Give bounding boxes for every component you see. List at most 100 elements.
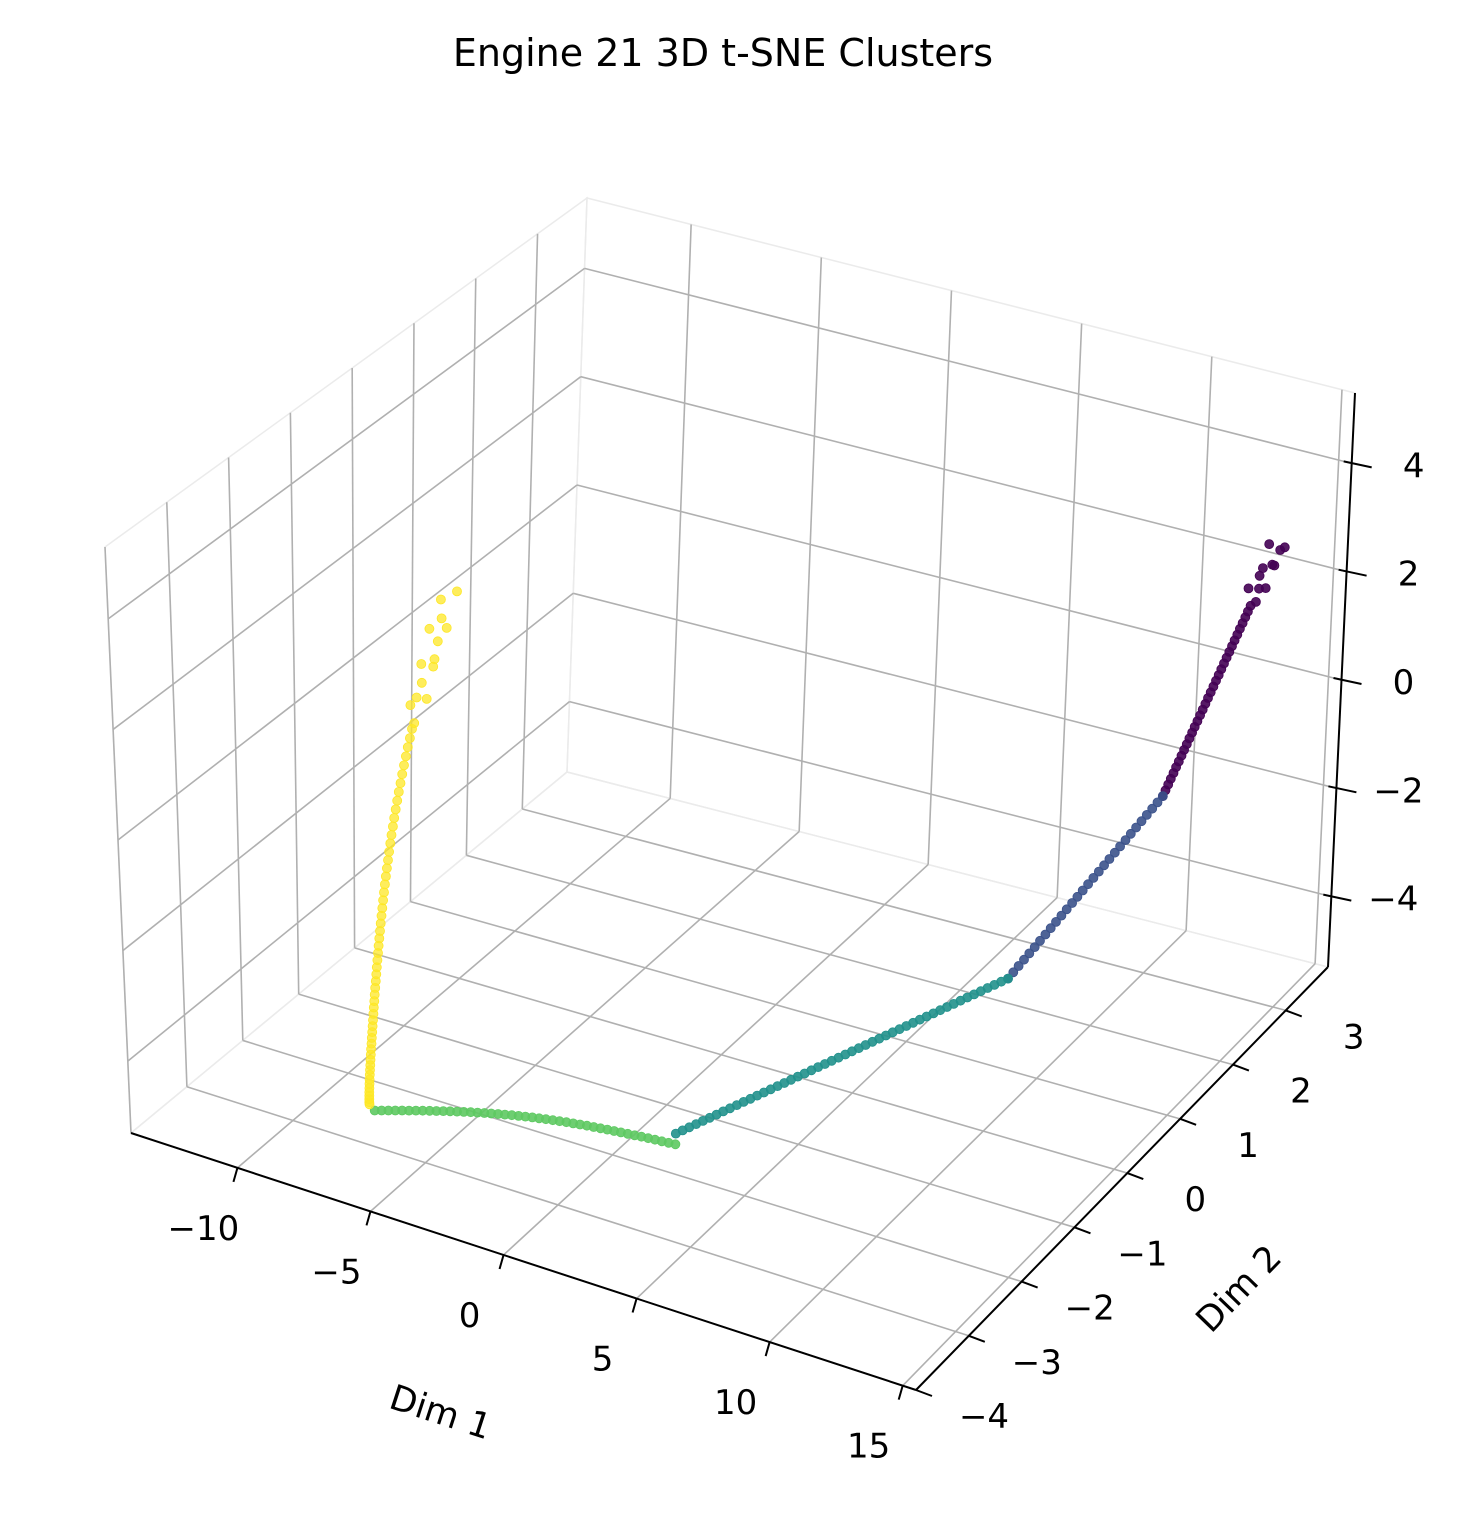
- x-grid-floor: [503, 863, 929, 1256]
- data-point: [435, 594, 446, 605]
- z-tick: [1338, 568, 1367, 577]
- z-tick-label: 4: [1403, 446, 1425, 486]
- data-point: [1056, 910, 1067, 921]
- y-tick-label: −3: [1012, 1343, 1062, 1383]
- x-tick: [232, 1167, 239, 1183]
- data-point: [1109, 847, 1120, 858]
- scatter-points: [364, 539, 1290, 1150]
- z-grid-back: [580, 375, 1347, 573]
- data-point: [416, 659, 427, 669]
- data-point: [379, 879, 390, 890]
- x-tick: [764, 1341, 771, 1357]
- z-grid-left: [112, 376, 582, 731]
- data-point: [385, 838, 396, 849]
- x-tick-label: 5: [592, 1340, 614, 1380]
- data-point: [381, 863, 392, 874]
- data-point: [1254, 583, 1264, 594]
- data-point: [387, 821, 398, 832]
- x-grid-floor: [902, 963, 1316, 1387]
- y-tick: [1021, 1280, 1038, 1289]
- grid-lines: [104, 224, 1352, 1391]
- data-point: [421, 694, 432, 704]
- y-grid-floor: [242, 1039, 1022, 1283]
- data-point: [392, 795, 403, 806]
- y-axis-line: [915, 966, 1329, 1391]
- y-grid-floor: [466, 854, 1234, 1066]
- data-point: [1035, 935, 1045, 946]
- data-point: [405, 700, 416, 710]
- y-axis-label: Dim 2: [1189, 1238, 1290, 1341]
- z-tick: [1328, 785, 1357, 794]
- y-tick-label: 0: [1184, 1180, 1206, 1220]
- x-tick-label: 10: [714, 1383, 757, 1423]
- axes: [130, 392, 1356, 1391]
- data-point: [399, 760, 409, 771]
- data-point: [397, 769, 408, 780]
- data-point: [1267, 559, 1278, 570]
- x-axis-line: [130, 1132, 917, 1391]
- x-tick-label: 15: [847, 1427, 890, 1467]
- x-tick-label: −5: [311, 1252, 361, 1292]
- x-tick-label: 0: [459, 1296, 481, 1336]
- y-tick-label: −1: [1117, 1234, 1167, 1274]
- y-tick: [915, 1389, 933, 1397]
- data-point: [383, 855, 393, 865]
- data-point: [1120, 835, 1131, 845]
- data-point: [411, 692, 422, 703]
- data-point: [1077, 885, 1088, 896]
- data-point: [1157, 791, 1168, 801]
- data-point: [452, 586, 462, 597]
- data-point: [1136, 816, 1147, 827]
- data-point: [379, 887, 389, 898]
- data-point: [1099, 860, 1109, 871]
- y-tick: [1179, 1117, 1197, 1126]
- data-point: [429, 654, 440, 665]
- data-point: [1125, 828, 1136, 839]
- z-grid-back: [569, 700, 1332, 898]
- data-point: [384, 846, 395, 857]
- data-point: [386, 830, 397, 840]
- data-point: [380, 871, 391, 882]
- z-tick-label: 0: [1393, 663, 1415, 703]
- data-point: [1003, 973, 1013, 984]
- y-grid-floor: [298, 993, 1075, 1229]
- left-pane: [104, 196, 588, 1135]
- floor-pane: [129, 771, 1330, 1391]
- y-tick-label: 1: [1237, 1126, 1259, 1166]
- x-tick: [365, 1211, 372, 1226]
- data-point: [1264, 539, 1275, 549]
- data-point: [1279, 542, 1290, 553]
- y-tick: [1126, 1172, 1144, 1181]
- y-tick: [1074, 1226, 1091, 1235]
- x-grid-floor: [369, 830, 800, 1213]
- y-grid-floor: [522, 808, 1286, 1012]
- data-point: [424, 623, 435, 634]
- data-point: [389, 813, 400, 823]
- z-tick-label: −2: [1373, 771, 1423, 811]
- data-point: [393, 787, 404, 797]
- data-point: [402, 742, 413, 753]
- data-point: [1152, 797, 1163, 808]
- data-point: [390, 804, 401, 815]
- z-tick-label: −4: [1368, 880, 1418, 920]
- data-point: [1243, 583, 1254, 594]
- y-tick-label: 3: [1343, 1017, 1365, 1057]
- data-point: [1251, 597, 1261, 607]
- x-tick-label: −10: [168, 1209, 240, 1249]
- y-tick-label: 2: [1290, 1072, 1312, 1112]
- data-point: [1083, 879, 1093, 890]
- z-grid-back: [576, 484, 1342, 681]
- data-point: [432, 636, 443, 647]
- data-point: [441, 623, 452, 633]
- y-grid-floor: [354, 947, 1128, 1174]
- y-grid-floor: [410, 900, 1181, 1120]
- x-tick: [897, 1385, 904, 1400]
- z-grid-back: [584, 267, 1352, 465]
- y-grid-floor: [186, 1085, 970, 1337]
- data-point: [1072, 891, 1083, 902]
- data-point: [1029, 942, 1040, 952]
- y-tick-label: −2: [1065, 1289, 1115, 1329]
- y-tick: [968, 1334, 986, 1343]
- data-point: [400, 751, 411, 762]
